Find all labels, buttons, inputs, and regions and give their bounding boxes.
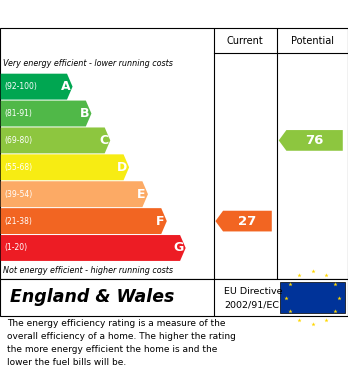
Text: (81-91): (81-91) xyxy=(4,109,32,118)
Polygon shape xyxy=(1,74,73,100)
Polygon shape xyxy=(215,211,272,231)
Text: C: C xyxy=(99,134,108,147)
Polygon shape xyxy=(1,208,167,234)
Text: (92-100): (92-100) xyxy=(4,82,37,91)
Polygon shape xyxy=(1,181,148,207)
Text: (39-54): (39-54) xyxy=(4,190,32,199)
Text: 76: 76 xyxy=(306,134,324,147)
Text: The energy efficiency rating is a measure of the
overall efficiency of a home. T: The energy efficiency rating is a measur… xyxy=(7,319,236,366)
Text: England & Wales: England & Wales xyxy=(10,289,175,307)
Text: Energy Efficiency Rating: Energy Efficiency Rating xyxy=(10,7,213,22)
Text: (69-80): (69-80) xyxy=(4,136,32,145)
Text: Current: Current xyxy=(227,36,264,45)
Text: (21-38): (21-38) xyxy=(4,217,32,226)
Text: D: D xyxy=(117,161,127,174)
Text: Not energy efficient - higher running costs: Not energy efficient - higher running co… xyxy=(3,266,174,275)
Text: EU Directive: EU Directive xyxy=(224,287,283,296)
Polygon shape xyxy=(1,235,185,261)
Text: B: B xyxy=(80,107,89,120)
Text: G: G xyxy=(173,242,183,255)
Polygon shape xyxy=(279,130,343,151)
Text: Potential: Potential xyxy=(291,36,334,45)
Text: F: F xyxy=(156,215,165,228)
Bar xyxy=(280,282,345,313)
Text: A: A xyxy=(61,80,71,93)
Polygon shape xyxy=(1,100,92,126)
Polygon shape xyxy=(1,154,129,180)
Text: (55-68): (55-68) xyxy=(4,163,32,172)
Polygon shape xyxy=(1,127,110,153)
Text: (1-20): (1-20) xyxy=(4,244,27,253)
Text: 2002/91/EC: 2002/91/EC xyxy=(224,300,279,309)
Text: Very energy efficient - lower running costs: Very energy efficient - lower running co… xyxy=(3,59,173,68)
Text: 27: 27 xyxy=(238,215,256,228)
Text: E: E xyxy=(137,188,146,201)
